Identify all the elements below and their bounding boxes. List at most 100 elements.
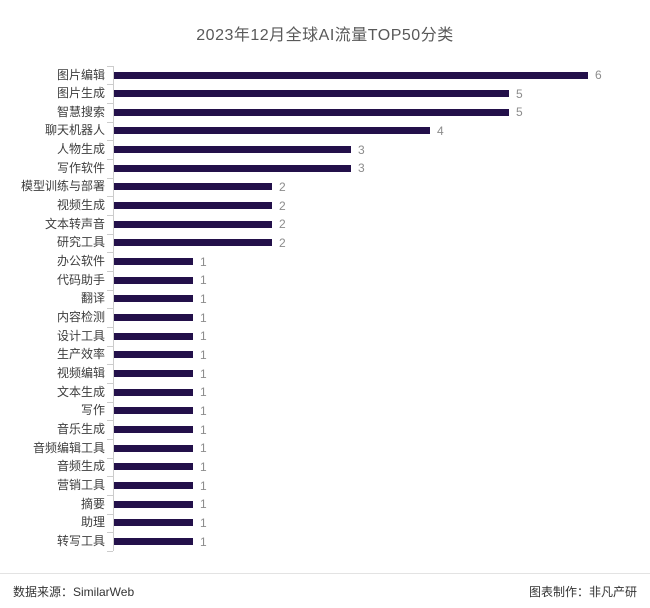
bar xyxy=(114,388,193,396)
bar xyxy=(114,426,193,434)
chart-footer: 数据来源：SimilarWeb 图表制作：非凡产研 xyxy=(0,573,650,608)
bar xyxy=(114,71,588,79)
bar xyxy=(114,239,272,247)
value-label: 1 xyxy=(200,310,207,325)
category-label: 设计工具 xyxy=(56,328,105,343)
y-axis-line xyxy=(113,65,114,551)
value-label: 1 xyxy=(200,459,207,474)
y-axis-tick xyxy=(107,214,113,216)
value-label: 2 xyxy=(279,217,286,232)
bar xyxy=(114,127,430,135)
value-label: 3 xyxy=(358,142,365,157)
category-label: 文本转声音 xyxy=(44,216,105,231)
value-label: 2 xyxy=(279,198,286,213)
value-label: 5 xyxy=(516,105,523,120)
value-label: 1 xyxy=(200,497,207,512)
bar xyxy=(114,276,193,284)
category-label: 音频编辑工具 xyxy=(32,440,105,455)
bar xyxy=(114,314,193,322)
category-label: 写作软件 xyxy=(56,160,105,175)
bar xyxy=(114,519,193,527)
category-label: 图片编辑 xyxy=(56,67,105,82)
bar xyxy=(114,90,509,98)
category-label: 办公软件 xyxy=(56,254,105,269)
value-label: 1 xyxy=(200,403,207,418)
y-axis-tick xyxy=(107,438,113,440)
y-axis-tick xyxy=(107,270,113,272)
bar xyxy=(114,108,509,116)
bar xyxy=(114,258,193,266)
value-label: 2 xyxy=(279,235,286,250)
value-label: 1 xyxy=(200,534,207,549)
value-label: 1 xyxy=(200,422,207,437)
value-label: 1 xyxy=(200,478,207,493)
value-label: 1 xyxy=(200,273,207,288)
value-label: 1 xyxy=(200,385,207,400)
bar xyxy=(114,220,272,228)
category-label: 生产效率 xyxy=(56,347,105,362)
bar-chart: 图片编辑 6 图片生成 5 智慧搜索 5 聊天机器人 4 人物生成 3 写作软件 3 模型训练与部署 2 视… xyxy=(21,65,602,552)
value-label: 1 xyxy=(200,329,207,344)
y-axis-tick xyxy=(107,102,113,104)
value-label: 5 xyxy=(516,86,523,101)
y-axis-tick xyxy=(107,532,113,534)
y-axis-tick xyxy=(107,233,113,235)
bar xyxy=(114,183,272,191)
y-axis-tick xyxy=(107,345,113,347)
category-label: 图片生成 xyxy=(56,86,105,101)
bar xyxy=(114,332,193,340)
y-axis-tick xyxy=(107,326,113,328)
y-axis-tick xyxy=(107,494,113,496)
category-label: 音频生成 xyxy=(56,459,105,474)
y-axis-tick xyxy=(107,382,113,384)
value-label: 1 xyxy=(200,366,207,381)
bar xyxy=(114,538,193,545)
category-label: 转写工具 xyxy=(56,534,105,548)
value-label: 2 xyxy=(279,179,286,194)
category-label: 代码助手 xyxy=(56,272,105,287)
value-label: 1 xyxy=(200,254,207,269)
bar xyxy=(114,407,193,415)
category-label: 智慧搜索 xyxy=(56,104,105,119)
category-label: 助理 xyxy=(80,515,105,530)
chart-title: 2023年12月全球AI流量TOP50分类 xyxy=(196,27,454,44)
y-axis-tick xyxy=(107,177,113,179)
y-axis-tick xyxy=(107,364,113,366)
y-axis-tick xyxy=(107,158,113,160)
y-axis-tick xyxy=(107,65,113,67)
bar xyxy=(114,351,193,359)
bar xyxy=(114,164,351,172)
category-label: 聊天机器人 xyxy=(44,123,105,138)
bar xyxy=(114,295,193,303)
value-label: 1 xyxy=(200,291,207,306)
y-axis-tick xyxy=(107,140,113,142)
category-label: 翻译 xyxy=(80,291,105,306)
bar xyxy=(114,202,272,210)
y-axis-tick xyxy=(107,308,113,310)
y-axis-tick xyxy=(107,121,113,123)
category-label: 写作 xyxy=(80,403,105,418)
category-label: 视频生成 xyxy=(56,198,105,213)
y-axis-tick xyxy=(107,476,113,478)
bar xyxy=(114,500,193,508)
category-label: 文本生成 xyxy=(56,384,105,399)
value-label: 1 xyxy=(200,441,207,456)
bar xyxy=(114,482,193,490)
category-label: 视频编辑 xyxy=(56,366,105,381)
bar xyxy=(114,444,193,452)
category-label: 营销工具 xyxy=(56,478,105,493)
category-label: 音乐生成 xyxy=(56,422,105,437)
category-label: 研究工具 xyxy=(56,235,105,250)
y-axis-tick xyxy=(107,84,113,86)
y-axis-tick xyxy=(107,401,113,403)
y-axis-tick xyxy=(107,513,113,515)
bar xyxy=(114,463,193,471)
y-axis-tick xyxy=(107,550,113,552)
y-axis-tick xyxy=(107,252,113,254)
chart-maker-label: 图表制作：非凡产研 xyxy=(528,584,637,599)
bar xyxy=(114,370,193,378)
value-label: 1 xyxy=(200,347,207,362)
category-label: 摘要 xyxy=(80,496,105,511)
y-axis-tick xyxy=(107,289,113,291)
